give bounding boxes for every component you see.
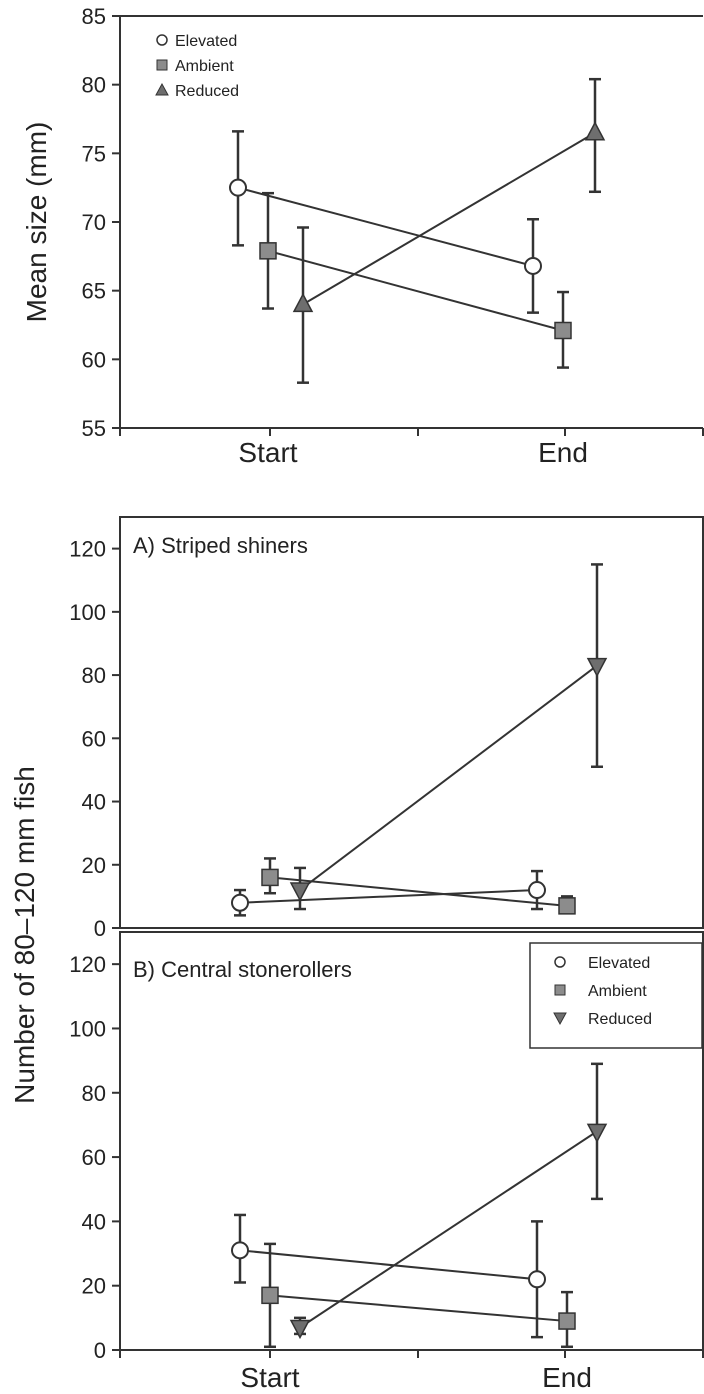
series-line xyxy=(299,664,598,891)
series-line xyxy=(302,131,596,306)
data-point xyxy=(528,881,546,900)
series-elevated xyxy=(231,1213,546,1339)
x-tick-label: End xyxy=(542,1362,592,1393)
y-tick-label: 80 xyxy=(82,663,106,688)
data-point xyxy=(231,1241,249,1260)
y-tick-label: 20 xyxy=(82,853,106,878)
legend-label: Reduced xyxy=(588,1011,652,1028)
y-tick-label: 60 xyxy=(82,347,106,372)
data-point xyxy=(259,242,277,260)
data-point xyxy=(231,893,249,912)
plot-frame xyxy=(119,516,704,929)
series-line xyxy=(269,1294,568,1323)
y-tick-label: 40 xyxy=(82,1209,106,1234)
chart-panel-3: 0 20 40 60 80 100 120 Start End B) Central stoner… xyxy=(69,931,704,1393)
data-point xyxy=(558,897,576,915)
plot-frame xyxy=(119,931,704,1351)
data-point xyxy=(584,121,606,141)
y-tick-label: 40 xyxy=(82,790,106,815)
data-point xyxy=(229,178,247,197)
y-axis-label: Number of 80–120 mm fish xyxy=(9,766,40,1104)
chart-panel-1: 55 60 65 70 75 80 85 Start End Elevated Ambient Red… xyxy=(82,4,704,468)
y-tick-label: 120 xyxy=(69,537,106,562)
series-line xyxy=(299,1130,598,1329)
series-elevated xyxy=(229,130,542,314)
series-line xyxy=(239,889,538,904)
series-ambient xyxy=(259,191,572,369)
y-tick-label: 60 xyxy=(82,726,106,751)
series-line xyxy=(239,1249,538,1281)
y-tick-label: 100 xyxy=(69,600,106,625)
y-tick-label: 55 xyxy=(82,416,106,441)
series-line xyxy=(267,249,564,332)
legend-marker xyxy=(156,59,168,71)
series-reduced xyxy=(289,563,608,911)
y-tick-label: 0 xyxy=(94,1338,106,1363)
chart-panel-2: 0 20 40 60 80 100 120 A) Striped shiners xyxy=(69,516,704,941)
y-tick-label: 80 xyxy=(82,73,106,98)
y-tick-label: 60 xyxy=(82,1145,106,1170)
data-point xyxy=(586,657,608,678)
y-tick-label: 20 xyxy=(82,1274,106,1299)
data-point xyxy=(292,292,314,313)
series-ambient xyxy=(261,857,576,915)
data-point xyxy=(528,1270,546,1289)
legend-marker xyxy=(553,1012,567,1026)
legend-marker xyxy=(554,956,566,968)
data-point xyxy=(289,882,311,902)
y-tick-label: 65 xyxy=(82,279,106,304)
y-tick-label: 120 xyxy=(69,952,106,977)
series-elevated xyxy=(231,869,546,917)
data-point xyxy=(289,1319,311,1340)
y-tick-label: 85 xyxy=(82,4,106,29)
series-line xyxy=(269,876,568,907)
legend-marker xyxy=(156,34,168,46)
data-point xyxy=(261,1286,279,1305)
y-tick-label: 100 xyxy=(69,1016,106,1041)
data-point xyxy=(261,868,279,887)
panel-label: B) Central stonerollers xyxy=(133,957,352,982)
series-line xyxy=(237,186,534,267)
y-tick-label: 75 xyxy=(82,141,106,166)
series-reduced xyxy=(292,77,606,384)
x-tick-label: Start xyxy=(238,437,297,468)
legend-label: Ambient xyxy=(175,58,234,75)
x-tick-label: End xyxy=(538,437,588,468)
legend-marker xyxy=(155,82,169,96)
data-point xyxy=(558,1312,576,1330)
y-tick-label: 70 xyxy=(82,210,106,235)
data-point xyxy=(554,321,572,340)
y-tick-label: 0 xyxy=(94,916,106,941)
series-ambient xyxy=(261,1242,576,1349)
legend: Elevated Ambient Reduced xyxy=(529,942,703,1049)
legend-marker xyxy=(554,984,566,996)
y-axis-label: Mean size (mm) xyxy=(21,122,52,323)
legend-label: Ambient xyxy=(588,983,647,1000)
y-tick-label: 80 xyxy=(82,1081,106,1106)
legend-label: Elevated xyxy=(588,955,650,972)
legend-label: Reduced xyxy=(175,83,239,100)
series-reduced xyxy=(289,1062,608,1340)
data-point xyxy=(524,256,542,275)
x-tick-label: Start xyxy=(240,1362,299,1393)
data-point xyxy=(586,1123,608,1143)
legend-label: Elevated xyxy=(175,33,237,50)
legend: Elevated Ambient Reduced xyxy=(155,33,239,100)
panel-label: A) Striped shiners xyxy=(133,533,308,558)
